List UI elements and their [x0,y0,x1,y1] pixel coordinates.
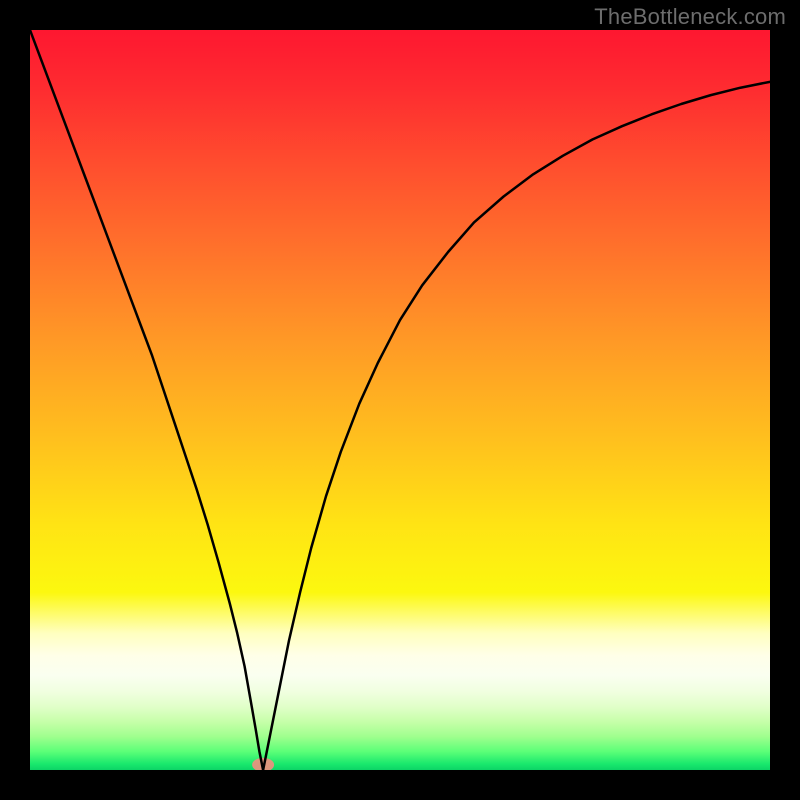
watermark-attribution: TheBottleneck.com [594,4,786,30]
bottleneck-curve-chart [30,30,770,770]
gradient-background [30,30,770,770]
chart-frame: TheBottleneck.com [0,0,800,800]
plot-area [30,30,770,770]
